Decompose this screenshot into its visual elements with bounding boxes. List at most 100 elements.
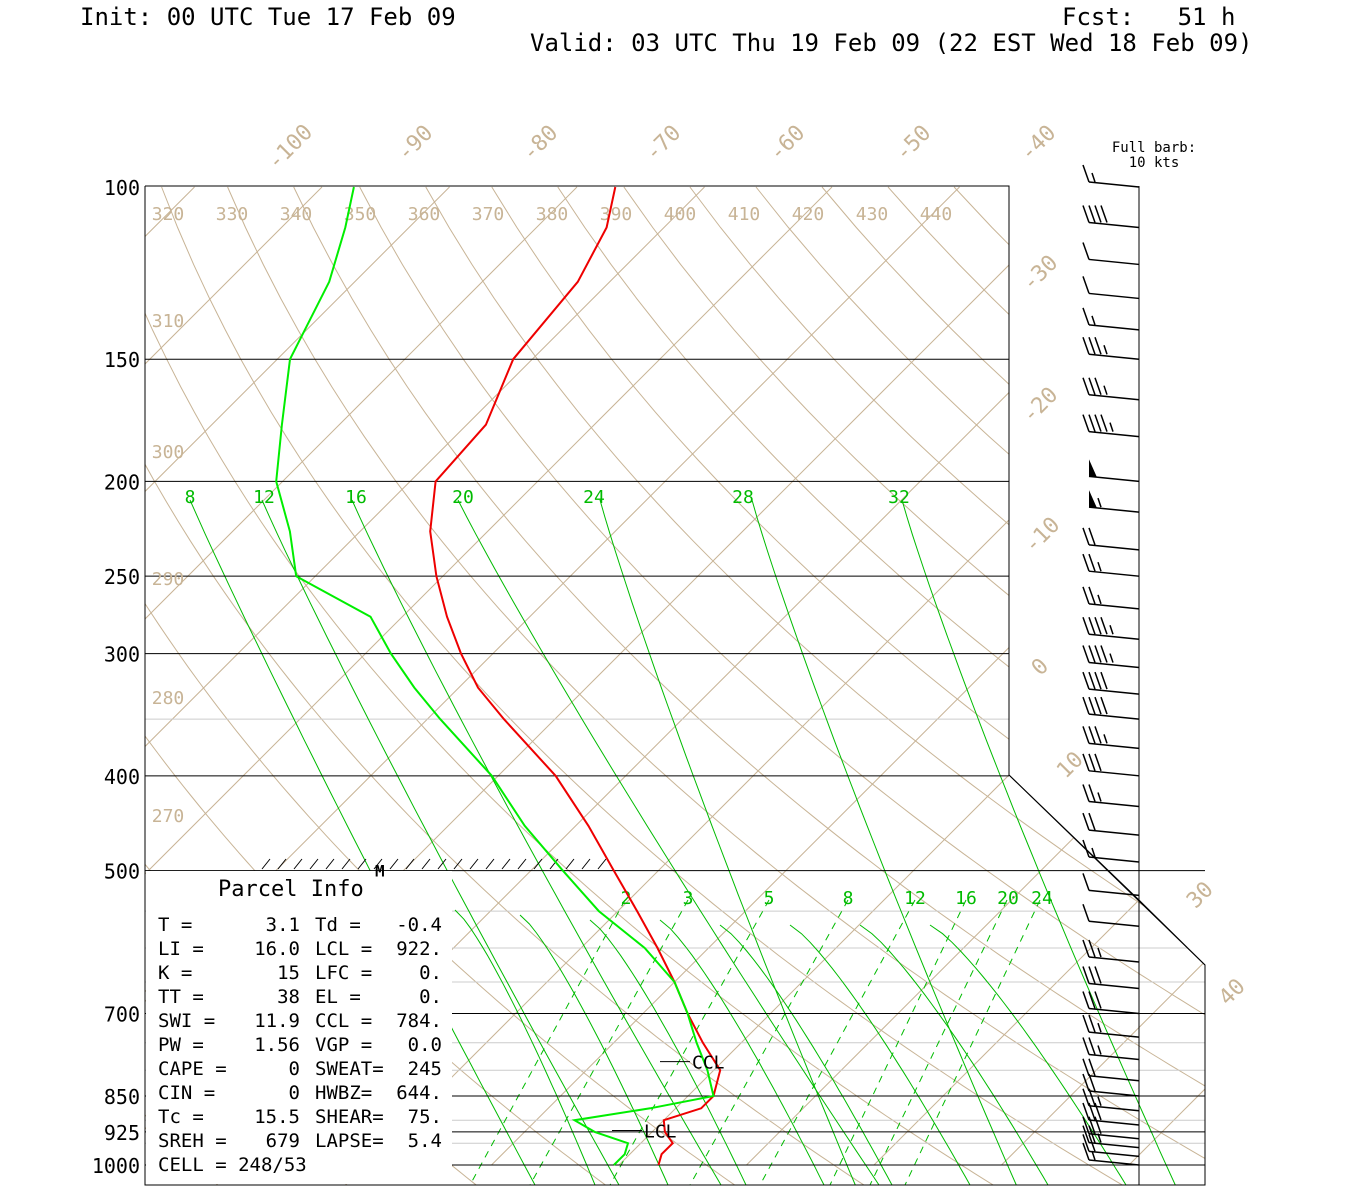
barb-legend-line1: Full barb: <box>1112 140 1196 156</box>
parcel-label: Td = <box>315 914 361 936</box>
parcel-value: 15 <box>277 962 300 984</box>
isotherm-label: -50 <box>891 121 937 167</box>
isotherm-line <box>145 186 833 1166</box>
parcel-label: SWI = <box>158 1010 215 1032</box>
isotherm-line <box>145 186 323 1166</box>
mixing-ratio-label: 24 <box>583 487 605 508</box>
parcel-value: 11.9 <box>254 1010 300 1032</box>
freezing-hatch <box>341 858 351 870</box>
parcel-value: 922. <box>396 938 442 960</box>
wind-barb <box>1082 1125 1140 1149</box>
dry-adiabat <box>557 186 1205 1185</box>
parcel-label: CCL = <box>315 1010 372 1032</box>
init-time: Init: 00 UTC Tue 17 Feb 09 <box>80 3 456 31</box>
parcel-label: SWEAT= <box>315 1058 384 1080</box>
forecast-hour: Fcst: 51 h <box>1062 3 1236 31</box>
wind-barb <box>1082 336 1140 360</box>
theta-label: 320 <box>152 204 185 225</box>
parcel-value: 784. <box>396 1010 442 1032</box>
moist-adiabat <box>457 499 880 1185</box>
wind-barb <box>1082 1037 1140 1061</box>
mixing-ratio-label: 16 <box>345 487 367 508</box>
freezing-hatch <box>293 858 303 870</box>
wind-barb <box>1082 1088 1140 1112</box>
theta-label: 350 <box>344 204 377 225</box>
mixing-ratio-label: 2 <box>621 888 632 909</box>
mixing-ratio-label: 32 <box>888 487 910 508</box>
parcel-value: 644. <box>396 1082 442 1104</box>
parcel-value: 15.5 <box>254 1106 300 1128</box>
parcel-value: 679 <box>266 1130 300 1152</box>
wind-barb <box>1082 586 1140 610</box>
wind-barb <box>1082 903 1140 927</box>
isotherm-line <box>1001 186 1205 1166</box>
isotherm-line <box>363 186 1205 1166</box>
dry-adiabat <box>755 186 1205 1185</box>
isotherm-label: -10 <box>1020 513 1066 559</box>
moist-adiabat-lower <box>789 924 971 1185</box>
wind-barb <box>1082 991 1140 1015</box>
mixing-ratio-label: 16 <box>955 888 977 909</box>
isotherm-label: -100 <box>263 120 318 175</box>
lcl-label: LCL <box>644 1122 677 1143</box>
isotherm-label: -40 <box>1016 121 1062 167</box>
theta-label: 410 <box>728 204 761 225</box>
dry-adiabat <box>689 186 1205 1185</box>
wind-barb <box>1088 459 1140 483</box>
theta-label: 300 <box>152 442 185 463</box>
theta-label: 380 <box>536 204 569 225</box>
parcel-label: EL = <box>315 986 361 1008</box>
mixing-ratio-line <box>529 899 689 1185</box>
parcel-label: TT = <box>158 986 204 1008</box>
wind-barb <box>1082 812 1140 836</box>
theta-label: 280 <box>152 688 185 709</box>
parcel-label: CAPE = <box>158 1058 227 1080</box>
theta-label: 290 <box>152 569 185 590</box>
parcel-info-box <box>146 871 452 1184</box>
wind-barb <box>1082 645 1140 669</box>
wind-barb <box>1082 205 1140 229</box>
wind-barb <box>1082 164 1140 188</box>
theta-label: 360 <box>408 204 441 225</box>
freezing-hatch <box>469 858 479 870</box>
isotherm-label: -60 <box>765 121 811 167</box>
theta-label: 270 <box>152 806 185 827</box>
parcel-label: HWBZ= <box>315 1082 372 1104</box>
dry-adiabat <box>293 186 1205 1185</box>
wind-barb <box>1082 527 1140 551</box>
dry-adiabat <box>821 186 1205 1185</box>
pressure-tick-label: 250 <box>104 565 140 589</box>
wind-barb <box>1082 414 1140 438</box>
mixing-ratio-line <box>689 899 849 1185</box>
parcel-value: 16.0 <box>254 938 300 960</box>
wind-barb <box>1082 616 1140 640</box>
mixing-ratio-line <box>829 899 967 1185</box>
parcel-label: SHEAR= <box>315 1106 384 1128</box>
isotherm-label: 40 <box>1214 974 1250 1010</box>
mixing-ratio-label: 28 <box>732 487 754 508</box>
parcel-value: 245 <box>408 1058 442 1080</box>
theta-label: 330 <box>216 204 249 225</box>
moist-adiabat <box>351 499 722 1185</box>
wind-barb <box>1082 726 1140 750</box>
wind-barb <box>1082 784 1140 808</box>
wind-barb <box>1082 839 1140 863</box>
wind-barb <box>1082 873 1140 897</box>
pressure-tick-label: 400 <box>104 765 140 789</box>
wind-barb <box>1082 242 1140 266</box>
dry-adiabat <box>145 186 866 1185</box>
temperature-profile <box>429 186 722 1166</box>
theta-label: 420 <box>792 204 825 225</box>
moist-adiabat <box>751 499 1017 1185</box>
wind-barb <box>1082 671 1140 695</box>
mixing-ratio-label: 8 <box>843 888 854 909</box>
moist-adiabat-lower <box>454 909 596 1185</box>
theta-label: 310 <box>152 311 185 332</box>
wind-barb <box>1082 553 1140 577</box>
parcel-label: CELL = 248/53 <box>158 1154 307 1176</box>
isotherm-line <box>873 186 1205 1166</box>
freezing-hatch <box>405 858 415 870</box>
freezing-hatch <box>501 858 511 870</box>
freezing-hatch <box>581 858 591 870</box>
mixing-ratio-label: 5 <box>764 888 775 909</box>
